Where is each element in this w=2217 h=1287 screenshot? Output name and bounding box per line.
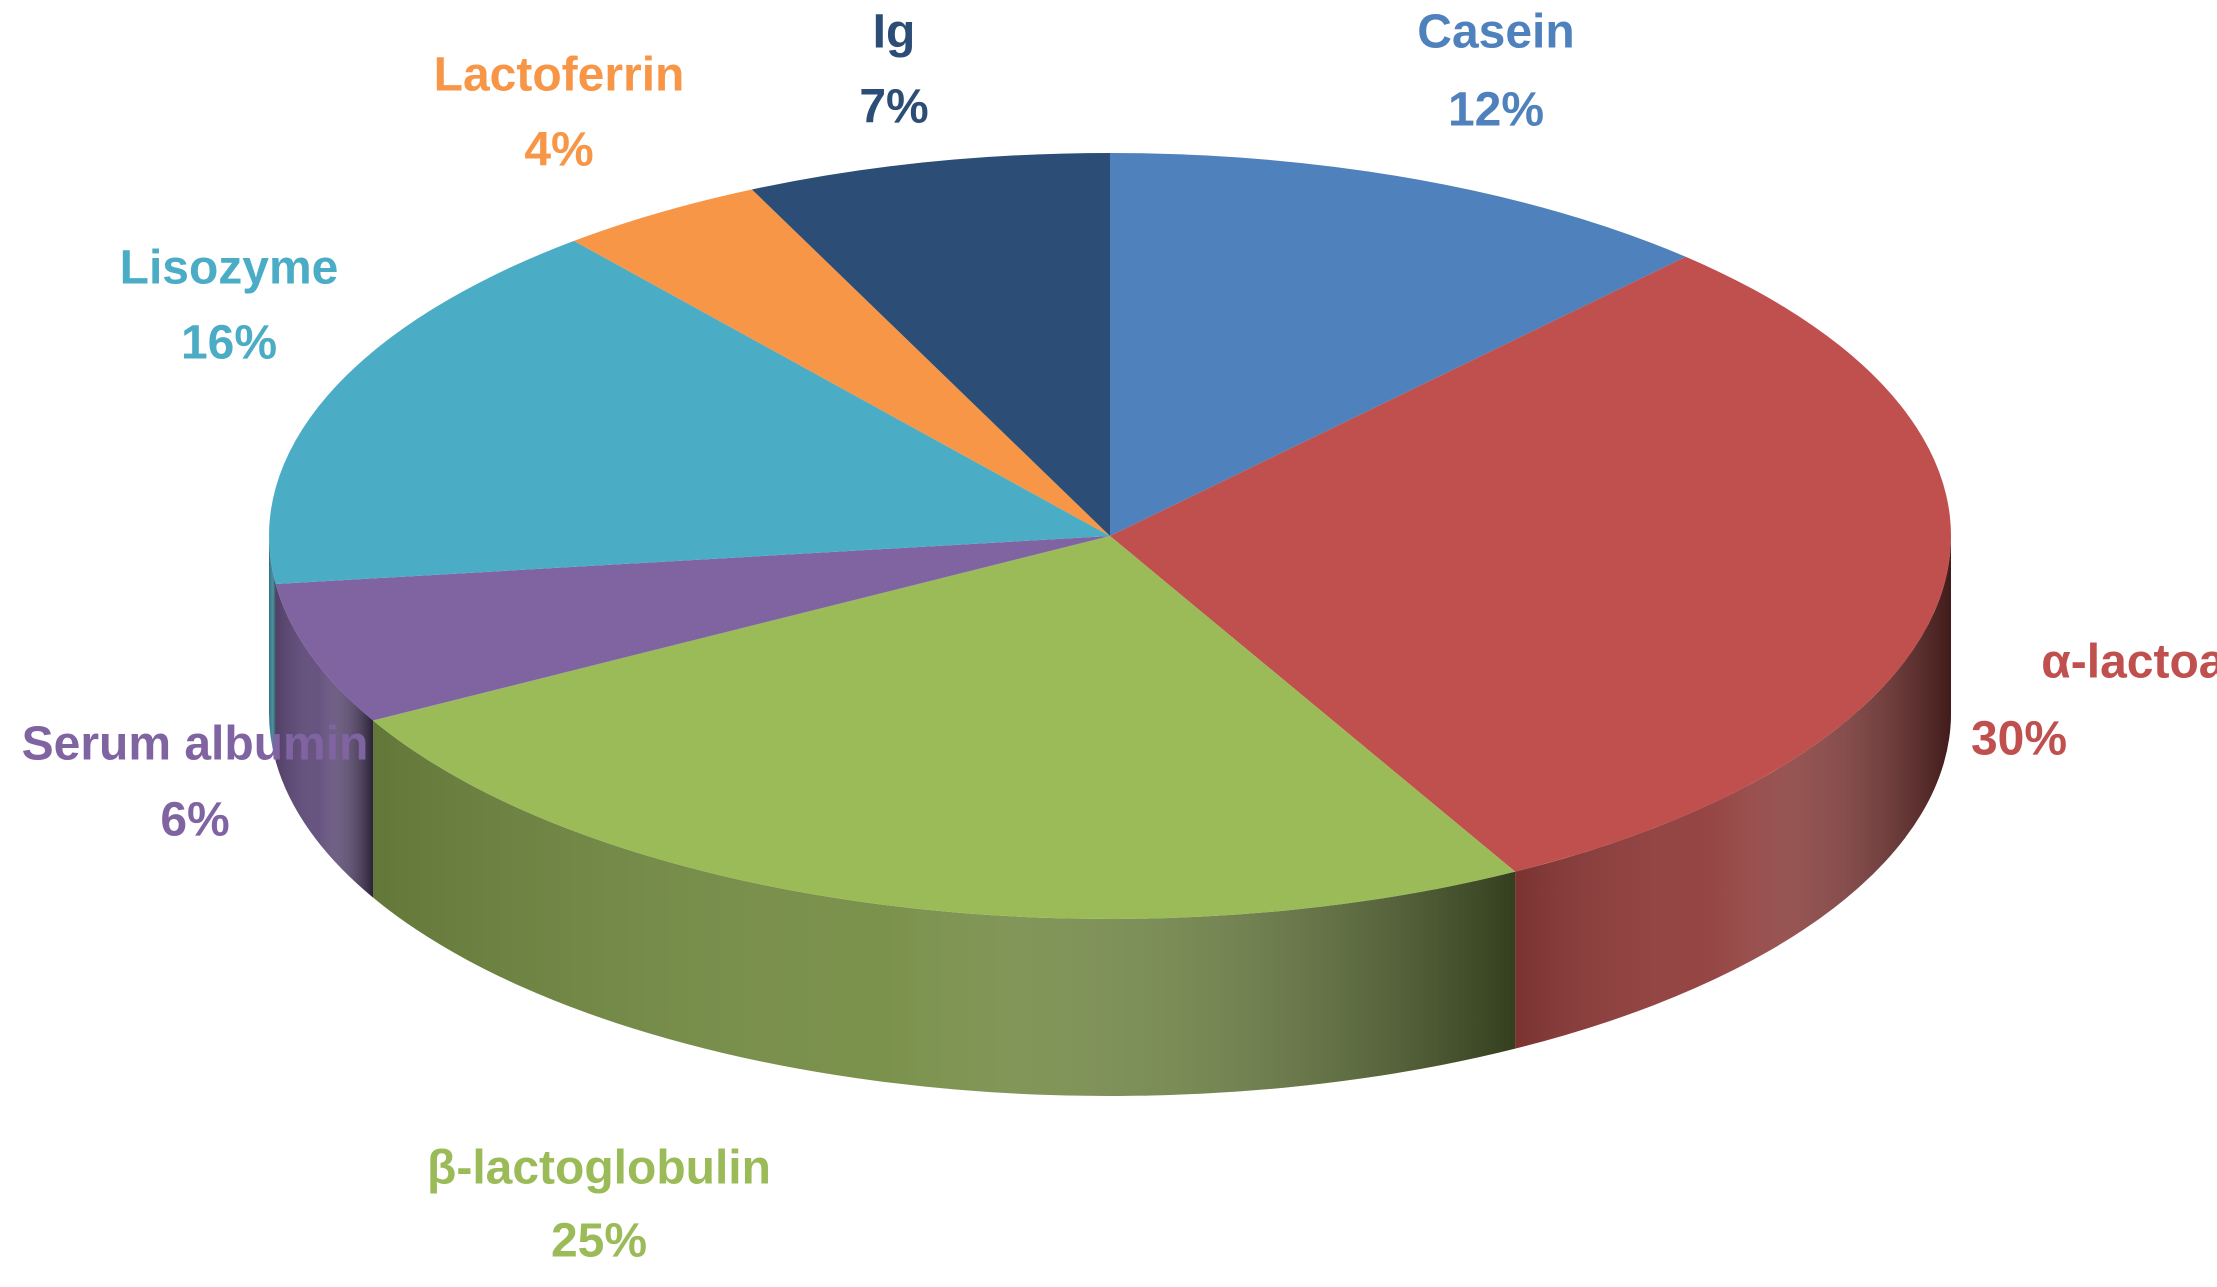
- category-label: Lactoferrin: [434, 49, 685, 102]
- value-label: 4%: [524, 124, 593, 177]
- slice: [573, 189, 1110, 536]
- slice: [1110, 256, 1951, 872]
- slice: [373, 536, 1516, 920]
- category-label: Casein: [1417, 6, 1574, 59]
- value-label: 12%: [1448, 84, 1544, 137]
- category-label: α-lactoalbumin: [2041, 636, 2217, 689]
- value-label: 16%: [181, 317, 277, 370]
- value-label: 30%: [1971, 713, 2067, 766]
- category-label: Lisozyme: [120, 242, 339, 295]
- slice: [1110, 153, 1686, 536]
- labels-under: α-lactoalbumin: [2041, 636, 2217, 689]
- slice: [269, 240, 1111, 585]
- side-shade: [275, 584, 374, 898]
- category-label: β-lactoglobulin: [427, 1142, 771, 1195]
- value-label: 6%: [160, 794, 229, 847]
- pie: [269, 153, 1951, 1096]
- category-label: Serum albumin: [22, 718, 369, 771]
- side-shade: [269, 536, 276, 762]
- side-shade: [1515, 536, 1951, 1049]
- category-label: Ig: [873, 6, 916, 59]
- slice: [751, 153, 1110, 536]
- side-shade: [373, 720, 1516, 1096]
- slice: [275, 536, 1110, 721]
- value-label: 7%: [859, 81, 928, 134]
- value-label: 25%: [551, 1215, 647, 1268]
- labels-over: Casein 12% 30% β-lactoglobulin 25% Serum albu…: [22, 6, 2067, 1268]
